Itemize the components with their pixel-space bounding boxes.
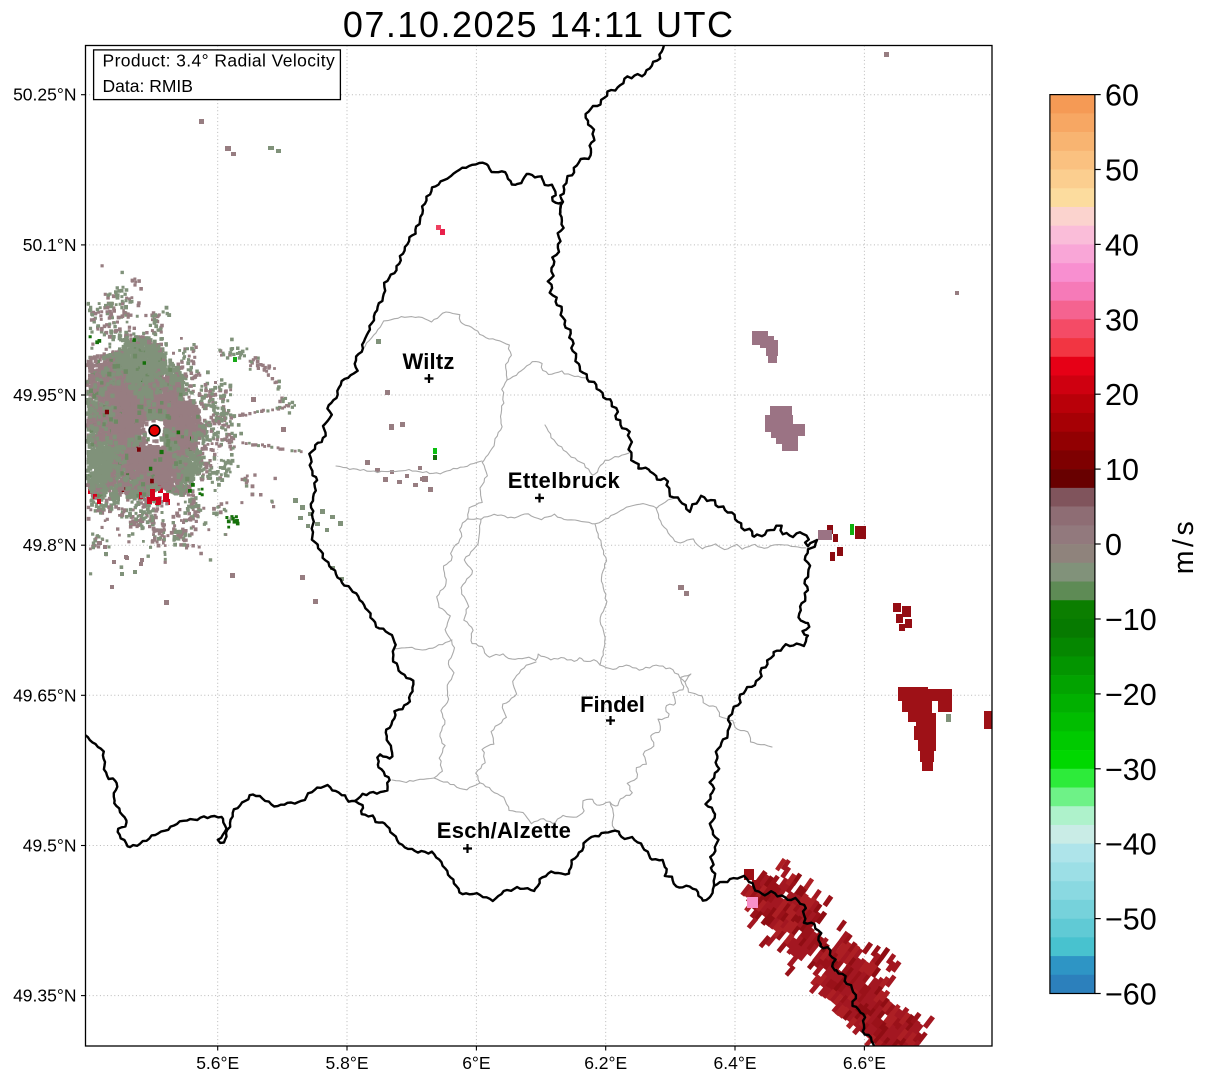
svg-text:Findel: Findel [580,692,645,717]
svg-text:−10: −10 [1105,603,1157,637]
svg-text:49.65°N: 49.65°N [13,685,76,705]
svg-text:50.25°N: 50.25°N [13,85,76,105]
svg-text:m/s: m/s [1168,518,1200,574]
svg-text:6.6°E: 6.6°E [843,1053,886,1073]
svg-text:Esch/Alzette: Esch/Alzette [437,818,571,843]
svg-text:6.4°E: 6.4°E [714,1053,757,1073]
svg-text:−40: −40 [1105,828,1157,862]
svg-text:Data: RMIB: Data: RMIB [103,76,193,96]
svg-text:60: 60 [1105,79,1139,113]
svg-text:49.35°N: 49.35°N [13,986,76,1006]
svg-text:5.6°E: 5.6°E [196,1053,239,1073]
svg-text:40: 40 [1105,228,1139,262]
svg-text:5.8°E: 5.8°E [326,1053,369,1073]
svg-text:49.95°N: 49.95°N [13,385,76,405]
svg-text:0: 0 [1105,528,1122,562]
svg-text:−50: −50 [1105,903,1157,937]
svg-text:50: 50 [1105,154,1139,188]
svg-text:Wiltz: Wiltz [402,349,454,374]
svg-text:20: 20 [1105,378,1139,412]
svg-text:−20: −20 [1105,678,1157,712]
svg-text:10: 10 [1105,453,1139,487]
svg-text:50.1°N: 50.1°N [23,235,77,255]
svg-text:49.5°N: 49.5°N [23,836,77,856]
svg-text:−60: −60 [1105,978,1157,1012]
svg-text:49.8°N: 49.8°N [23,535,77,555]
svg-text:30: 30 [1105,303,1139,337]
svg-text:Product: 3.4° Radial Velocity: Product: 3.4° Radial Velocity [103,51,336,71]
svg-text:07.10.2025 14:11 UTC: 07.10.2025 14:11 UTC [343,4,735,45]
svg-text:6.2°E: 6.2°E [584,1053,627,1073]
svg-text:−30: −30 [1105,753,1157,787]
svg-text:6°E: 6°E [462,1053,490,1073]
svg-text:Ettelbruck: Ettelbruck [508,468,621,493]
